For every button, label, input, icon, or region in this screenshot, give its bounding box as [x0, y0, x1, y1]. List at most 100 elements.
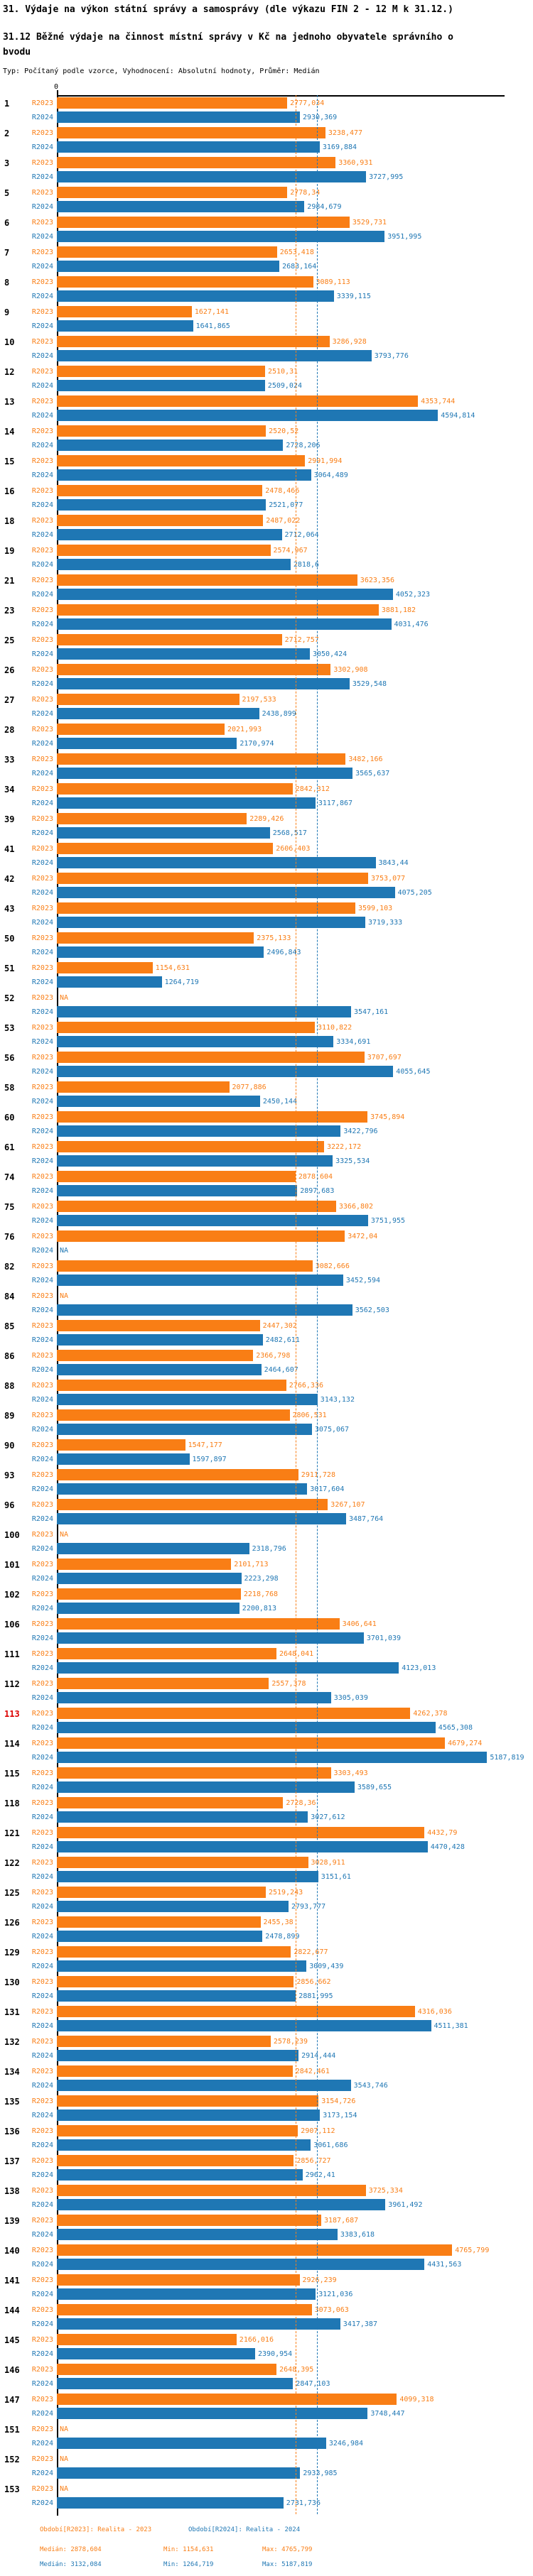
bar-line-r2023: R2023 2926,239: [0, 2274, 533, 2286]
bar-line-r2023: R2023 2822,677: [0, 1946, 533, 1958]
bar-line-r2023: R2023 3472,04: [0, 1230, 533, 1242]
chart-row-139: 139 R2023 3187,687 R2024 3383,618: [0, 2215, 533, 2240]
bar-r2024: [57, 1215, 368, 1226]
bar-line-r2024: R2024 2731,736: [0, 2497, 533, 2509]
bar-r2024: [57, 1632, 364, 1644]
series-label-r2024: R2024: [31, 650, 53, 658]
row-number-147: 147: [4, 2395, 20, 2405]
bar-value-r2024: 3701,039: [366, 1634, 402, 1642]
bar-r2023: [57, 1916, 261, 1928]
bar-line-r2024: R2024 3422,796: [0, 1125, 533, 1137]
bar-line-r2023: R2023 3302,908: [0, 664, 533, 675]
bar-r2024: [57, 499, 266, 511]
chart-subtitle: 31.12 Běžné výdaje na činnost místní spr…: [3, 32, 453, 58]
bar-value-r2024: 3009,439: [309, 1962, 344, 1970]
bar-r2024: [57, 141, 320, 153]
chart-row-134: 134 R2023 2842,461 R2024 3543,746: [0, 2065, 533, 2091]
row-number-114: 114: [4, 1739, 20, 1749]
series-label-r2024: R2024: [31, 1902, 53, 1911]
series-label-r2024: R2024: [31, 1276, 53, 1284]
bar-line-r2023: R2023 3187,687: [0, 2215, 533, 2226]
bar-line-r2023: R2023 2166,016: [0, 2334, 533, 2345]
bar-line-r2024: R2024 3246,984: [0, 2438, 533, 2449]
bar-line-r2024: R2024 3061,686: [0, 2139, 533, 2151]
chart-row-112: 112 R2023 2557,378 R2024 3305,039: [0, 1678, 533, 1703]
series-label-r2023: R2023: [31, 2484, 53, 2493]
series-label-r2024: R2024: [31, 1425, 53, 1434]
series-label-r2024: R2024: [31, 1634, 53, 1642]
legend-r2024-min: Min: 1264,719: [163, 2561, 214, 2568]
bar-r2024: [57, 917, 365, 928]
bar-line-r2024: R2024 3027,612: [0, 1811, 533, 1823]
bar-line-r2023: R2023 3881,182: [0, 604, 533, 616]
chart-title: 31. Výdaje na výkon státní správy a samo…: [3, 4, 453, 15]
bar-value-r2024: 3751,955: [370, 1216, 406, 1225]
row-number-118: 118: [4, 1799, 20, 1808]
series-label-r2024: R2024: [31, 1723, 53, 1732]
bar-line-r2023: R2023 3599,103: [0, 902, 533, 914]
bar-value-r2023: 2606,403: [276, 844, 311, 853]
chart-row-113: 113 R2023 4262,378 R2024 4565,308: [0, 1708, 533, 1733]
bar-value-r2023: 2218,768: [243, 1590, 279, 1598]
bar-line-r2023: R2023 1627,141: [0, 306, 533, 317]
bar-line-r2024: R2024 5187,819: [0, 1752, 533, 1763]
bar-value-r2024: 2914,444: [301, 2051, 336, 2060]
bar-r2023: [57, 1111, 368, 1123]
row-number-52: 52: [4, 993, 15, 1003]
bar-r2024: [57, 171, 367, 182]
bar-value-r2024: 3339,115: [336, 292, 371, 300]
bar-value-r2023: 2557,378: [271, 1679, 306, 1688]
bar-r2024: [57, 857, 376, 868]
bar-value-r2023: 3110,822: [318, 1023, 352, 1032]
series-label-r2024: R2024: [31, 2290, 53, 2298]
row-number-146: 146: [4, 2365, 20, 2375]
bar-r2023: [57, 1409, 290, 1421]
bar-r2023: [57, 1022, 315, 1033]
series-label-r2023: R2023: [31, 2186, 53, 2195]
bar-r2024: [57, 1096, 260, 1107]
bar-r2023: [57, 2125, 298, 2136]
row-number-85: 85: [4, 1321, 15, 1331]
series-label-r2023: R2023: [31, 1083, 53, 1091]
bar-line-r2023: R2023 4432,79: [0, 1827, 533, 1838]
bar-value-r2024: 3417,387: [343, 2320, 377, 2328]
bar-value-r2024: 4123,013: [402, 1664, 436, 1672]
bar-value-r2023: 2778,34: [290, 188, 321, 197]
row-number-135: 135: [4, 2097, 20, 2107]
chart-row-129: 129 R2023 2822,677 R2024 3009,439: [0, 1946, 533, 1972]
bar-value-r2023: 2478,466: [265, 486, 300, 495]
bar-value-r2023: 2907,112: [301, 2127, 335, 2135]
bar-r2023: [57, 366, 265, 377]
series-label-r2023: R2023: [31, 218, 53, 227]
bar-value-r2023: 2101,713: [234, 1560, 269, 1568]
bar-r2024: [57, 1543, 249, 1554]
bar-line-r2024: R2024 2930,369: [0, 111, 533, 123]
bar-line-r2023: R2023 3725,334: [0, 2185, 533, 2196]
series-label-r2024: R2024: [31, 799, 53, 807]
bar-value-r2023: 2648,395: [279, 2365, 314, 2374]
series-label-r2024: R2024: [31, 1962, 53, 1970]
bar-r2023: [57, 336, 330, 347]
row-number-84: 84: [4, 1292, 15, 1301]
bar-r2023: [57, 2185, 366, 2196]
bar-r2023: [57, 813, 247, 824]
series-label-r2023: R2023: [31, 695, 53, 704]
series-label-r2024: R2024: [31, 232, 53, 241]
bar-line-r2023: R2023 NA: [0, 992, 533, 1003]
chart-row-74: 74 R2023 2878,604 R2024 2897,683: [0, 1171, 533, 1196]
bar-line-r2023: R2023 2777,034: [0, 97, 533, 109]
bar-r2023: [57, 1052, 365, 1063]
chart-row-5: 5 R2023 2778,34 R2024 2984,679: [0, 187, 533, 212]
series-label-r2024: R2024: [31, 948, 53, 956]
bar-r2023: [57, 1559, 232, 1570]
row-number-136: 136: [4, 2127, 20, 2136]
legend-series-r2024-label: Období[R2024]: Realita - 2024: [188, 2526, 301, 2533]
bar-line-r2023: R2023 2447,302: [0, 1320, 533, 1331]
bar-line-r2023: R2023 4316,036: [0, 2006, 533, 2017]
bar-r2024: [57, 678, 350, 689]
series-label-r2023: R2023: [31, 1828, 53, 1837]
row-number-75: 75: [4, 1202, 15, 1212]
bar-line-r2024: R2024 3169,884: [0, 141, 533, 153]
bar-r2024: [57, 1125, 341, 1137]
bar-r2023: [57, 1887, 266, 1898]
